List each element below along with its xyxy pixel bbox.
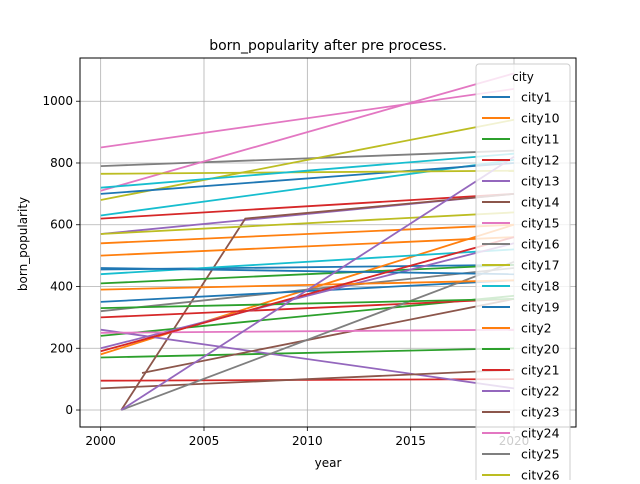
y-axis-label: born_popularity	[16, 197, 30, 291]
series-line	[120, 156, 515, 411]
axis-ticks: 2000200520102015202002004006008001000	[42, 94, 529, 448]
legend-label: city21	[521, 363, 560, 378]
series-line	[100, 248, 515, 276]
legend-label: city23	[521, 405, 560, 420]
series-line	[100, 162, 515, 195]
series-line	[100, 267, 515, 276]
series-line	[100, 169, 515, 175]
series-line	[100, 328, 515, 390]
series-line	[100, 211, 515, 235]
x-tick-label: 2000	[85, 434, 116, 448]
legend-label: city24	[521, 426, 560, 441]
x-tick-label: 2010	[292, 434, 323, 448]
legend-label: city17	[521, 258, 560, 273]
x-axis-label: year	[315, 456, 342, 470]
legend-label: city12	[521, 153, 560, 168]
y-tick-label: 400	[50, 280, 73, 294]
legend-label: city16	[521, 237, 560, 252]
legend-label: city1	[521, 90, 552, 105]
series-line	[120, 193, 515, 411]
y-tick-label: 600	[50, 218, 73, 232]
y-tick-label: 800	[50, 156, 73, 170]
legend-label: city18	[521, 279, 560, 294]
series-lines	[100, 72, 515, 411]
legend-label: city14	[521, 195, 560, 210]
series-line	[100, 242, 515, 350]
legend-label: city26	[521, 468, 560, 481]
legend-label: city2	[521, 321, 552, 336]
legend-label: city22	[521, 384, 560, 399]
series-line	[100, 236, 515, 353]
series-line	[100, 118, 515, 201]
series-line	[100, 72, 515, 192]
legend-label: city19	[521, 300, 560, 315]
series-line	[100, 193, 515, 220]
series-line	[100, 152, 515, 189]
legend-box	[475, 63, 571, 484]
y-tick-label: 200	[50, 341, 73, 355]
series-line	[100, 159, 515, 217]
series-line	[100, 149, 515, 167]
series-line	[100, 236, 515, 257]
series-line	[100, 88, 515, 149]
series-line	[100, 264, 515, 285]
legend-label: city13	[521, 174, 560, 189]
legend-label: city25	[521, 447, 560, 462]
x-tick-label: 2005	[189, 434, 220, 448]
series-line	[100, 279, 515, 291]
x-tick-label: 2015	[395, 434, 426, 448]
legend-label: city10	[521, 111, 560, 126]
series-line	[100, 347, 515, 359]
legend-label: city15	[521, 216, 560, 231]
y-tick-label: 1000	[42, 94, 73, 108]
plot-frame	[79, 57, 577, 428]
legend-label: city11	[521, 132, 560, 147]
legend-title: city	[512, 70, 534, 84]
legend: city city1 city10 city11 city12 city13 city14 c…	[475, 63, 571, 484]
series-line	[100, 223, 515, 245]
series-line	[100, 369, 515, 390]
series-line	[120, 260, 515, 411]
chart-title: born_popularity after pre process.	[209, 38, 447, 54]
y-tick-label: 0	[65, 403, 73, 417]
series-line	[100, 298, 515, 319]
legend-label: city20	[521, 342, 560, 357]
series-line	[141, 298, 515, 374]
series-line	[100, 298, 515, 309]
